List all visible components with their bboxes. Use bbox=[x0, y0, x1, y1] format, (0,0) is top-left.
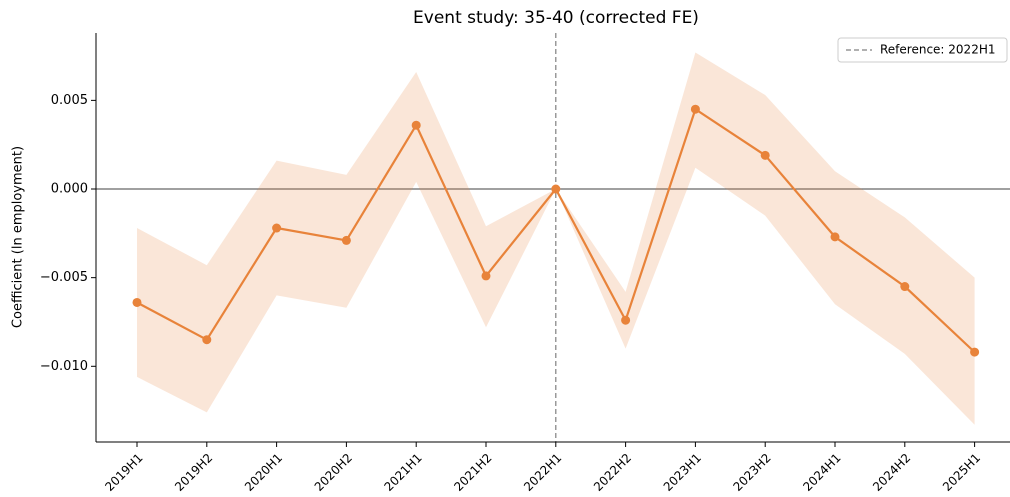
x-tick-label: 2024H2 bbox=[870, 451, 913, 494]
legend-box bbox=[837, 37, 1008, 63]
y-tick-label: −0.005 bbox=[40, 270, 88, 285]
x-tick-label: 2019H1 bbox=[102, 451, 145, 494]
x-tick-label: 2021H1 bbox=[382, 451, 425, 494]
point bbox=[690, 104, 700, 114]
point bbox=[621, 315, 631, 325]
x-tick-label: 2021H2 bbox=[451, 451, 494, 494]
x-tick-label: 2022H2 bbox=[591, 451, 634, 494]
point bbox=[900, 282, 910, 292]
x-tick-label: 2022H1 bbox=[521, 451, 564, 494]
point bbox=[202, 335, 212, 345]
x-tick-label: 2025H1 bbox=[940, 451, 983, 494]
x-tick-label: 2019H2 bbox=[172, 451, 215, 494]
legend: Reference: 2022H1 bbox=[837, 37, 1008, 63]
y-tick-label: −0.010 bbox=[40, 359, 88, 374]
point bbox=[481, 271, 491, 281]
point bbox=[970, 347, 980, 357]
y-tick-label: 0.005 bbox=[51, 93, 88, 108]
point bbox=[411, 120, 421, 130]
point bbox=[830, 232, 840, 242]
confidence-band bbox=[137, 52, 975, 425]
y-axis-label: Coefficient (ln employment) bbox=[11, 146, 26, 328]
legend-label: Reference: 2022H1 bbox=[880, 43, 995, 57]
point bbox=[551, 184, 561, 194]
x-tick-label: 2024H1 bbox=[800, 451, 843, 494]
x-tick-label: 2023H1 bbox=[661, 451, 704, 494]
point bbox=[760, 150, 770, 160]
x-tick-label: 2020H2 bbox=[312, 451, 355, 494]
x-tick-label: 2023H2 bbox=[731, 451, 774, 494]
y-tick-label: 0.000 bbox=[51, 182, 88, 197]
chart-title: Event study: 35-40 (corrected FE) bbox=[413, 8, 699, 28]
point bbox=[272, 223, 282, 233]
point bbox=[132, 297, 142, 307]
x-tick-label: 2020H1 bbox=[242, 451, 285, 494]
point bbox=[341, 235, 351, 245]
